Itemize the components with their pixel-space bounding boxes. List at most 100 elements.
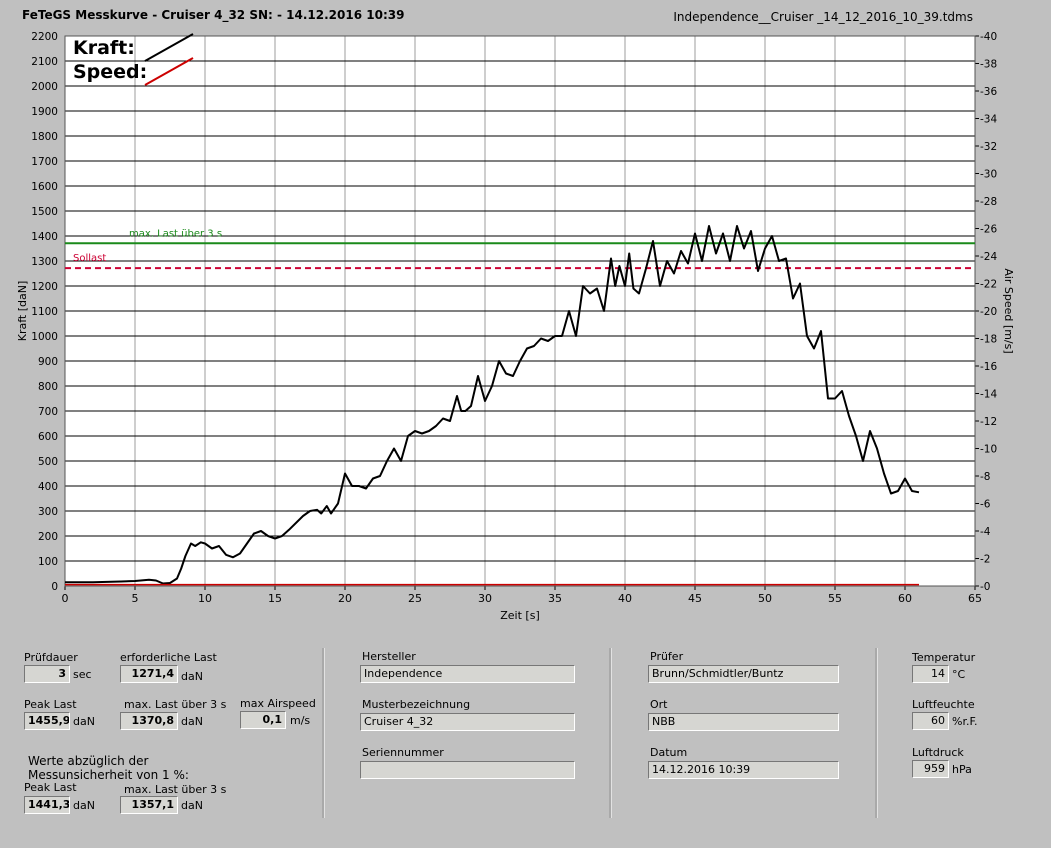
max-last-line-label: max. Last über 3 s — [129, 228, 222, 239]
y-tick-label: 1700 — [31, 156, 58, 168]
file-name: Independence__Cruiser _14_12_2016_10_39.… — [673, 10, 973, 24]
datum-label: Datum — [650, 746, 688, 759]
werte-note-line1: Werte abzüglich der — [28, 754, 149, 768]
y-tick-label: 100 — [38, 556, 58, 568]
x-tick-label: 25 — [408, 592, 422, 605]
x-tick-label: 45 — [688, 592, 702, 605]
panel-divider — [322, 648, 325, 818]
y-tick-label: 800 — [38, 381, 58, 393]
y-tick-label: 200 — [38, 531, 58, 543]
peak-last2-value: 1441,3 — [24, 796, 70, 814]
luftdruck-unit: hPa — [952, 763, 972, 776]
y-tick-label: 1000 — [31, 331, 58, 343]
y2-tick-label: -26 — [980, 224, 997, 236]
erf-last-unit: daN — [181, 670, 203, 683]
y-tick-label: 1800 — [31, 131, 58, 143]
y2-tick-label: -32 — [980, 141, 997, 153]
musterbezeichnung-label: Musterbezeichnung — [362, 698, 471, 711]
legend-swatch — [144, 33, 194, 62]
y-tick-label: 2000 — [31, 81, 58, 93]
pruefdauer-value: 3 — [24, 665, 70, 683]
y2-tick-label: -36 — [980, 86, 997, 98]
max-last-label: max. Last über 3 s — [124, 698, 227, 711]
y2-tick-label: -34 — [980, 114, 997, 126]
y-tick-label: 1900 — [31, 106, 58, 118]
x-tick-label: 30 — [478, 592, 492, 605]
pruefdauer-label: Prüfdauer — [24, 651, 78, 664]
y-tick-label: 900 — [38, 356, 58, 368]
peak-last2-label: Peak Last — [24, 781, 77, 794]
y2-axis-title: Air Speed [m/s] — [1002, 268, 1015, 353]
y2-tick-label: -8 — [980, 471, 990, 483]
y-tick-label: 1400 — [31, 231, 58, 243]
max-last2-label: max. Last über 3 s — [124, 783, 227, 796]
y2-tick-label: -38 — [980, 59, 997, 71]
y-tick-label: 700 — [38, 406, 58, 418]
legend-label: Speed: — [73, 61, 147, 83]
y2-tick-label: -20 — [980, 306, 997, 318]
y-tick-label: 400 — [38, 481, 58, 493]
kraft-series-line — [65, 225, 920, 585]
y2-tick-label: -22 — [980, 279, 997, 291]
x-tick-label: 55 — [828, 592, 842, 605]
x-tick-label: 35 — [548, 592, 562, 605]
x-tick-label: 15 — [268, 592, 282, 605]
musterbezeichnung-value: Cruiser 4_32 — [360, 713, 575, 731]
y2-tick-label: -2 — [980, 554, 990, 566]
sollast-line-label: Sollast — [73, 253, 106, 264]
y2-tick-label: -24 — [980, 251, 997, 263]
pruefer-value: Brunn/Schmidtler/Buntz — [648, 665, 839, 683]
y2-tick-label: -12 — [980, 416, 997, 428]
y-tick-label: 300 — [38, 506, 58, 518]
x-tick-label: 5 — [132, 592, 139, 605]
chart-title: FeTeGS Messkurve - Cruiser 4_32 SN: - 14… — [22, 8, 405, 22]
y-tick-label: 1200 — [31, 281, 58, 293]
y2-tick-label: -30 — [980, 169, 997, 181]
luftfeuchte-label: Luftfeuchte — [912, 698, 975, 711]
luftdruck-label: Luftdruck — [912, 746, 964, 759]
werte-note-line2: Messunsicherheit von 1 %: — [28, 768, 189, 782]
hersteller-value: Independence — [360, 665, 575, 683]
force-speed-chart: 0 5 10 15 20 25 30 35 40 45 50 55 60 65 0 100 200 300 400 5… — [16, 31, 1015, 622]
y2-tick-label: -14 — [980, 389, 997, 401]
peak-last2-unit: daN — [73, 799, 95, 812]
erf-last-label: erforderliche Last — [120, 651, 217, 664]
y2-tick-label: -0 — [980, 581, 990, 593]
y-tick-label: 2100 — [31, 56, 58, 68]
ort-value: NBB — [648, 713, 839, 731]
peak-last-label: Peak Last — [24, 698, 77, 711]
legend-label: Kraft: — [73, 37, 135, 59]
legend-swatch — [144, 57, 194, 86]
luftdruck-value: 959 — [912, 760, 949, 778]
panel-divider — [609, 648, 612, 818]
y2-tick-label: -28 — [980, 196, 997, 208]
temperatur-label: Temperatur — [912, 651, 976, 664]
y-tick-label: 1500 — [31, 206, 58, 218]
pruefdauer-unit: sec — [73, 668, 92, 681]
ort-label: Ort — [650, 698, 668, 711]
x-tick-label: 20 — [338, 592, 352, 605]
pruefer-label: Prüfer — [650, 650, 684, 663]
max-airspeed-value: 0,1 — [240, 711, 286, 729]
erf-last-value: 1271,4 — [120, 665, 178, 683]
y-tick-label: 1300 — [31, 256, 58, 268]
y2-tick-label: -10 — [980, 444, 997, 456]
max-last2-unit: daN — [181, 799, 203, 812]
y-tick-label: 1600 — [31, 181, 58, 193]
max-last2-value: 1357,1 — [120, 796, 178, 814]
seriennummer-value — [360, 761, 575, 779]
max-last-unit: daN — [181, 715, 203, 728]
y-tick-label: 1100 — [31, 306, 58, 318]
luftfeuchte-value: 60 — [912, 712, 949, 730]
y-tick-label: 600 — [38, 431, 58, 443]
y2-tick-label: -6 — [980, 499, 991, 511]
y-tick-label: 0 — [51, 581, 58, 593]
max-last-value: 1370,8 — [120, 712, 178, 730]
plot-frame — [64, 35, 976, 587]
x-tick-label: 0 — [62, 592, 69, 605]
x-tick-label: 10 — [198, 592, 212, 605]
max-airspeed-unit: m/s — [290, 714, 311, 727]
y2-tick-label: -4 — [980, 526, 991, 538]
y2-tick-label: -40 — [980, 31, 997, 43]
x-axis-title: Zeit [s] — [500, 609, 539, 622]
